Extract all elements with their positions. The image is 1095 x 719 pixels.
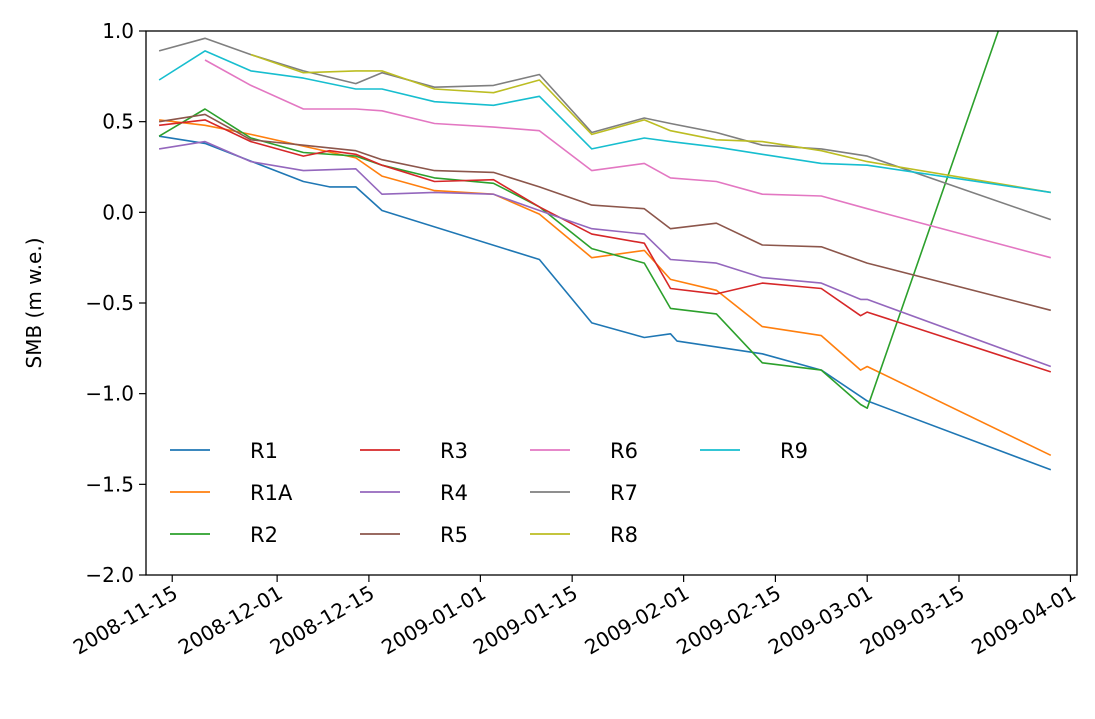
series-line-r3 [159, 119, 1052, 373]
series-line-r7 [158, 37, 1052, 221]
series-line-r5 [158, 113, 1051, 312]
y-tick-label: −1.0 [85, 382, 134, 406]
series-line-r4 [158, 140, 1052, 368]
legend-label-r4: R4 [440, 481, 468, 505]
legend-label-r1: R1 [250, 439, 278, 463]
y-tick-label: 0.0 [102, 200, 134, 224]
series-line-r2 [158, 31, 1000, 410]
legend-label-r1a: R1A [250, 481, 293, 505]
legend-label-r2: R2 [250, 523, 278, 547]
y-tick-label: 1.0 [102, 19, 134, 43]
y-axis: 1.0 0.5 0.0 −0.5 −1.0 −1.5 −2.0 [85, 19, 146, 587]
legend-label-r3: R3 [440, 439, 468, 463]
series-line-r8 [250, 53, 1051, 194]
series-line-r1a [159, 119, 1052, 457]
legend-label-r9: R9 [780, 439, 808, 463]
legend-label-r5: R5 [440, 523, 468, 547]
y-tick-label: 0.5 [102, 110, 134, 134]
series-line-r6 [204, 59, 1052, 259]
series-layer [158, 31, 1052, 471]
legend-label-r7: R7 [610, 481, 638, 505]
series-line-r9 [158, 50, 1051, 194]
legend: R1 R1A R2 R3 R4 R5 R6 R7 R8 R9 [170, 439, 808, 547]
series-line-r1 [158, 135, 1052, 471]
y-axis-label: SMB (m w.e.) [22, 237, 46, 368]
y-tick-label: −1.5 [85, 472, 134, 496]
plot-area [146, 31, 1077, 575]
legend-label-r6: R6 [610, 439, 638, 463]
y-tick-label: −0.5 [85, 291, 134, 315]
legend-label-r8: R8 [610, 523, 638, 547]
y-tick-label: −2.0 [85, 563, 134, 587]
